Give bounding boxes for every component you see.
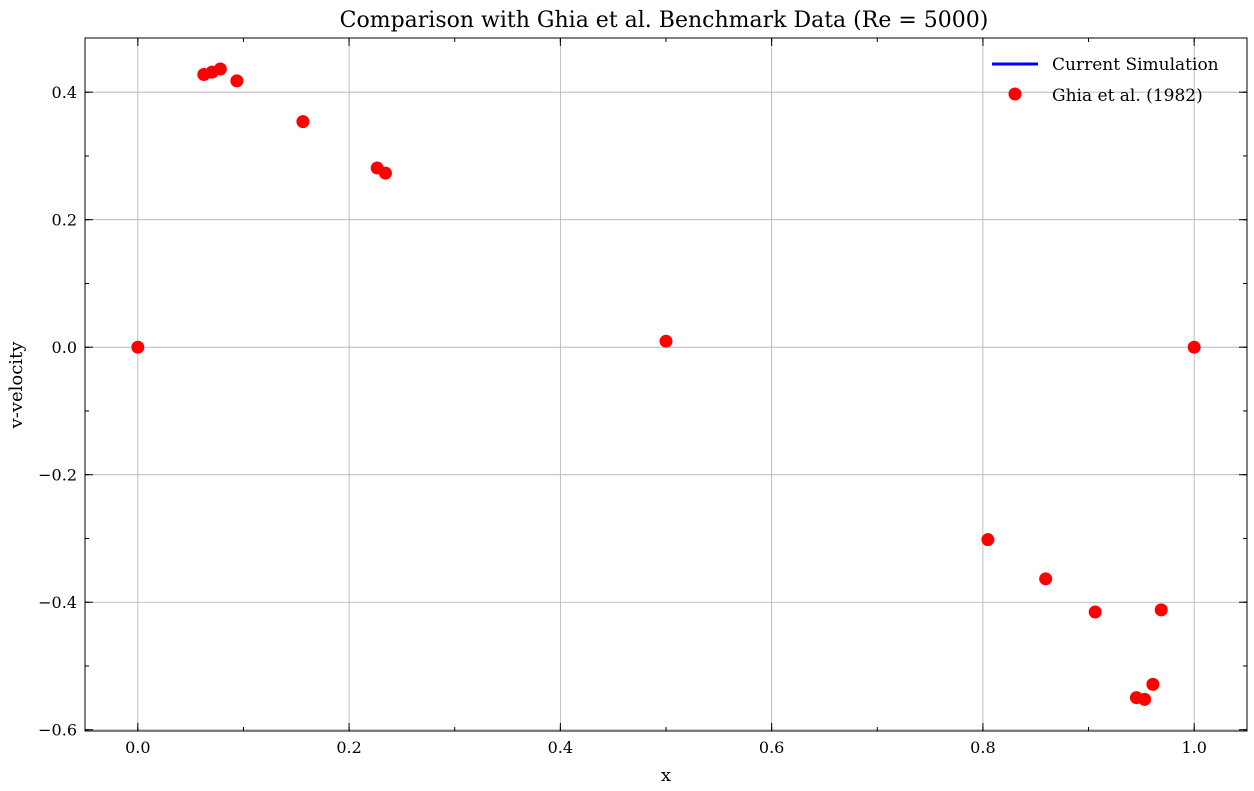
chart-title: Comparison with Ghia et al. Benchmark Da… (340, 8, 989, 33)
data-point (1146, 677, 1160, 691)
data-point (230, 74, 244, 88)
data-point (378, 166, 392, 180)
data-point (1187, 340, 1201, 354)
y-tick-label: −0.2 (38, 466, 77, 485)
data-point (131, 340, 145, 354)
minor-ticks (85, 38, 1247, 731)
x-tick-label: 0.4 (548, 738, 573, 757)
y-tick-label: 0.4 (52, 83, 77, 102)
x-tick-label: 0.8 (970, 738, 995, 757)
y-tick-label: −0.6 (38, 721, 77, 740)
grid (85, 38, 1247, 731)
x-tick-label: 0.0 (125, 738, 150, 757)
data-point (296, 115, 310, 129)
data-point (213, 62, 227, 76)
y-axis-label: v-velocity (6, 341, 27, 430)
data-point (1039, 572, 1053, 586)
data-point (1088, 605, 1102, 619)
y-tick-label: 0.2 (52, 211, 77, 230)
y-tick-label: 0.0 (52, 338, 77, 357)
legend-label-current-simulation: Current Simulation (1052, 55, 1219, 75)
series (131, 62, 1201, 706)
x-axis-label: x (661, 765, 671, 786)
legend-label-ghia: Ghia et al. (1982) (1052, 86, 1203, 106)
legend: Current Simulation Ghia et al. (1982) (992, 55, 1219, 106)
x-tick-label: 0.6 (759, 738, 784, 757)
data-point (1138, 692, 1152, 706)
data-point (981, 533, 995, 547)
data-point (659, 334, 673, 348)
y-tick-label: −0.4 (38, 593, 77, 612)
x-tick-label: 1.0 (1181, 738, 1206, 757)
major-ticks (85, 38, 1247, 731)
legend-marker-ghia (1008, 87, 1022, 101)
data-point (1154, 603, 1168, 617)
tick-labels: 0.0 0.2 0.4 0.6 0.8 1.0 −0.6 −0.4 −0.2 0.0 0.2 0.4 (38, 83, 1207, 757)
plot-frame (84, 37, 1248, 732)
x-tick-label: 0.2 (336, 738, 361, 757)
